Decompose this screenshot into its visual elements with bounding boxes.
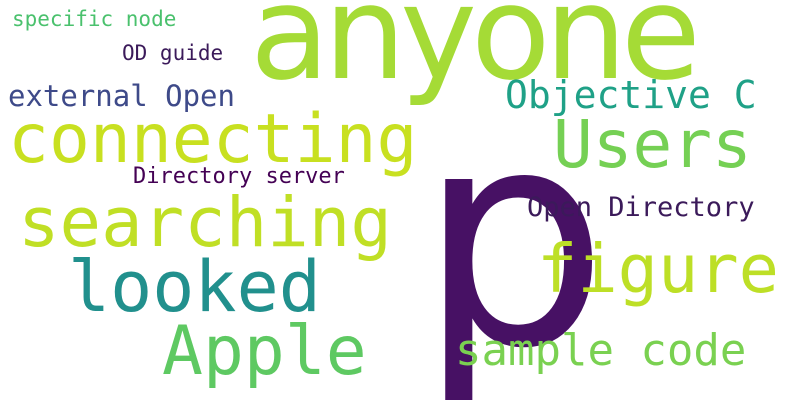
word-od-guide: OD guide [122, 41, 224, 65]
word-users: Users [553, 106, 752, 183]
word-figure: figure [537, 230, 780, 308]
word-searching: searching [18, 183, 392, 263]
word-directory-server: Directory server [133, 164, 345, 189]
word-looked: looked [68, 246, 321, 328]
word-apple: Apple [162, 312, 367, 391]
word-specific-node: specific node [12, 7, 177, 31]
word-sample-code: sample code [455, 325, 747, 376]
word-external-open: external Open [8, 79, 235, 113]
word-anyone: anyone [250, 0, 701, 109]
word-connecting: connecting [8, 100, 418, 179]
word-objective-c: Objective C [505, 73, 757, 117]
word-p: p [418, 65, 609, 400]
word-open-directory: Open Directory [527, 192, 755, 223]
